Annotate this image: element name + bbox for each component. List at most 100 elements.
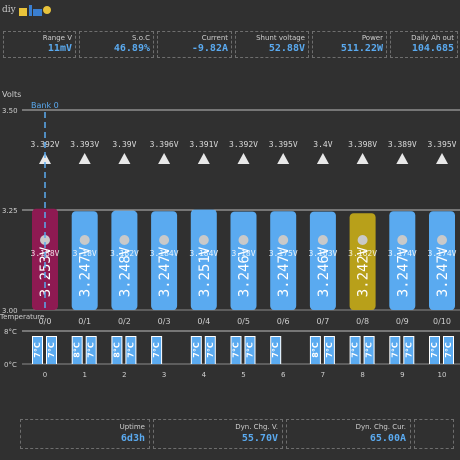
range-min-label: 3.174V [428, 249, 457, 258]
bar-value-label: 3.248V [117, 246, 133, 297]
x-category-label: 0/0 [39, 317, 52, 326]
temp-bar-fill [271, 337, 281, 364]
footer-dyn-chg-v: Dyn. Chg. V. 55.70V [153, 419, 283, 449]
footer-empty [414, 419, 454, 449]
stat-shunt-value: 52.88V [268, 43, 305, 54]
temp-bar-fill [126, 337, 136, 364]
temp-bar-label: 7°C [351, 342, 360, 358]
temp-bar-fill [86, 337, 96, 364]
module-label: 3 [162, 371, 166, 379]
temp-bar-fill [430, 337, 439, 364]
temp-bar-fill [205, 337, 215, 364]
temp-bar-label: 8°C [112, 342, 121, 358]
voltage-bar [190, 209, 217, 310]
range-min-dot [317, 235, 328, 245]
stat-daily-ah-value: 104.685 [411, 43, 454, 54]
x-category-label: 0/7 [316, 317, 329, 326]
stat-power-value: 511.22W [340, 43, 383, 54]
temp-bar-fill [350, 337, 360, 364]
voltage-bar [151, 211, 178, 310]
temp-bar-fill [33, 337, 42, 364]
up-arrow-icon [277, 153, 290, 164]
up-arrow-icon [78, 153, 91, 164]
range-min-label: 3.163V [308, 249, 337, 258]
temp-bar-fill [152, 337, 162, 364]
bank-label: Bank 0 [31, 101, 59, 110]
range-max-label: 3.392V [229, 140, 258, 149]
temp-bar-label: 7°C [271, 342, 280, 358]
cell-voltage-chart: Volts3.503.253.003.392V3.188V3.253V0/03.… [0, 90, 460, 379]
range-min-label: 3.184V [189, 249, 218, 258]
up-arrow-icon [118, 153, 131, 164]
stat-daily-ah-label: Daily Ah out [411, 34, 454, 42]
voltage-bar [111, 210, 138, 310]
bar-value-label: 3.247V [395, 246, 411, 297]
temp-bar-fill [324, 337, 334, 364]
x-category-label: 0/6 [277, 317, 290, 326]
range-min-label: 3.162V [348, 249, 377, 258]
range-min-label: 3.174V [388, 249, 417, 258]
module-label: 7 [321, 371, 325, 379]
y-axis-title: Volts [2, 90, 21, 99]
range-max-label: 3.396V [150, 140, 179, 149]
temp-bar-label: 7°C [246, 342, 255, 358]
temperature-title: Temperature [0, 313, 44, 321]
temp-bar-label: 7°C [430, 342, 439, 358]
temp-bar-label: 8°C [311, 342, 320, 358]
bar-value-label: 3.247V [276, 246, 292, 297]
module-label: 4 [202, 371, 207, 379]
up-arrow-icon [356, 153, 369, 164]
stat-soc: S.o.C 46.89% [79, 31, 154, 58]
x-category-label: 0/5 [237, 317, 250, 326]
range-min-label: 3.182V [110, 249, 139, 258]
uptime-value: 6d3h [120, 433, 145, 444]
temp-bar-label: 7°C [365, 342, 374, 358]
module-label: 9 [400, 371, 404, 379]
bar-value-label: 3.247V [435, 246, 451, 297]
module-label: 6 [281, 371, 286, 379]
range-min-dot [79, 235, 90, 245]
x-category-label: 0/10 [433, 317, 451, 326]
x-category-label: 0/1 [78, 317, 91, 326]
stats-bar: Range V 11mV S.o.C 46.89% Current -9.82A… [3, 31, 458, 59]
voltage-bar [270, 211, 297, 310]
range-max-label: 3.393V [70, 140, 99, 149]
module-label: 2 [122, 371, 126, 379]
range-min-label: 3.175V [269, 249, 298, 258]
temp-bar-fill [444, 337, 453, 364]
range-max-label: 3.39V [112, 140, 136, 149]
temp-tick-label: 0°C [4, 361, 17, 369]
range-min-dot [198, 235, 209, 245]
module-label: 5 [241, 371, 245, 379]
stat-current: Current -9.82A [157, 31, 232, 58]
footer-uptime: Uptime 6d3h [20, 419, 150, 449]
y-tick-label: 3.25 [2, 207, 18, 215]
up-arrow-icon [39, 153, 51, 164]
y-tick-label: 3.50 [2, 107, 18, 115]
voltage-bar [429, 211, 455, 310]
dyn-chg-cur-value: 65.00A [369, 433, 406, 444]
bar-value-label: 3.247V [157, 246, 173, 297]
x-category-label: 0/4 [197, 317, 210, 326]
temp-bar-label: 7°C [87, 342, 96, 358]
temp-bar-label: 7°C [325, 342, 334, 358]
temp-bar-label: 7°C [206, 342, 215, 358]
voltage-bar [309, 211, 336, 310]
app-logo: diy [2, 2, 52, 18]
temp-tick-label: 8°C [4, 328, 17, 336]
bar-value-label: 3.247V [78, 246, 94, 297]
temp-bar-label: 7°C [232, 342, 241, 358]
range-max-label: 3.398V [348, 140, 377, 149]
stat-power: Power 511.22W [312, 31, 387, 58]
temp-bar-label: 7°C [390, 342, 399, 358]
stat-daily-ah: Daily Ah out 104.685 [390, 31, 458, 58]
stat-current-label: Current [201, 34, 228, 42]
logo-icon [18, 5, 51, 16]
temp-bar-label: 7°C [192, 342, 201, 358]
temp-bar-label: 7°C [444, 342, 453, 358]
voltage-bar [349, 213, 376, 310]
temp-bar-label: 7°C [126, 342, 135, 358]
stat-power-label: Power [361, 34, 383, 42]
range-max-label: 3.389V [388, 140, 417, 149]
bar-value-label: 3.251V [197, 246, 213, 297]
